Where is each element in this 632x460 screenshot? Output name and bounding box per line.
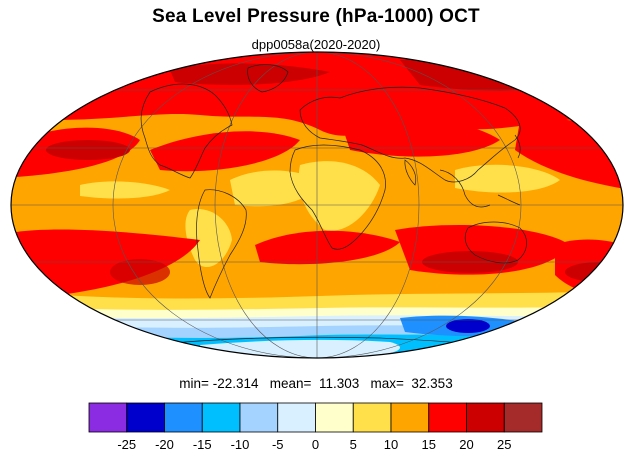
field-satl — [255, 230, 400, 265]
colorbar-box — [466, 402, 505, 433]
colorbar-box — [164, 402, 203, 433]
colorbar-label: 25 — [497, 437, 511, 452]
map-subtitle: dpp0058a(2020-2020) — [251, 37, 381, 52]
colorbar-box — [277, 402, 316, 433]
field-tropic-yellow3 — [455, 164, 560, 193]
stats-line: min= -22.314 mean= 11.303 max= 32.353 — [0, 376, 632, 391]
colorbar-box — [88, 402, 128, 433]
colorbar-label: -5 — [272, 437, 284, 452]
field-north-dark2 — [170, 63, 330, 85]
colorbar-label: 20 — [459, 437, 473, 452]
max-value: 32.353 — [411, 376, 453, 391]
mean-label: mean= — [269, 376, 312, 391]
min-value: -22.314 — [212, 376, 259, 391]
field-africa-yellow — [298, 161, 380, 231]
globe-outline — [10, 51, 624, 359]
colorbar-box — [315, 402, 354, 433]
colorbar-box — [390, 402, 430, 433]
colorbar-label: -15 — [193, 437, 212, 452]
map-title: Sea Level Pressure (hPa-1000) OCT — [152, 6, 480, 27]
colorbar-box — [201, 402, 241, 433]
mean-value: 11.303 — [318, 376, 360, 391]
field-low-center — [446, 319, 490, 333]
colorbar-labels: -25 -20 -15 -10 -5 0 5 10 15 20 25 — [117, 437, 511, 452]
colorbar-label: 15 — [422, 437, 436, 452]
colorbar-label: -20 — [155, 437, 174, 452]
field-samerica-yellow — [185, 209, 232, 268]
field-asia — [340, 116, 500, 157]
colorbar-box — [239, 402, 279, 433]
colorbar-boxes — [88, 402, 543, 433]
field-spac-dark — [110, 259, 170, 285]
field-tropic-yellow2 — [80, 181, 170, 199]
min-label: min= — [179, 376, 209, 391]
colorbar-label: 0 — [312, 437, 319, 452]
colorbar-box — [428, 402, 467, 433]
colorbar-label: 5 — [350, 437, 357, 452]
colorbar-box — [503, 402, 543, 433]
colorbar-box — [352, 402, 392, 433]
colorbar-label: 10 — [384, 437, 398, 452]
field-tropic-yellow1 — [230, 170, 320, 207]
colorbar-label: -10 — [231, 437, 250, 452]
colorbar-box — [126, 402, 165, 433]
field-natl — [150, 131, 300, 172]
field-npac-dark — [46, 140, 130, 160]
colorbar-label: -25 — [117, 437, 136, 452]
max-label: max= — [370, 376, 404, 391]
